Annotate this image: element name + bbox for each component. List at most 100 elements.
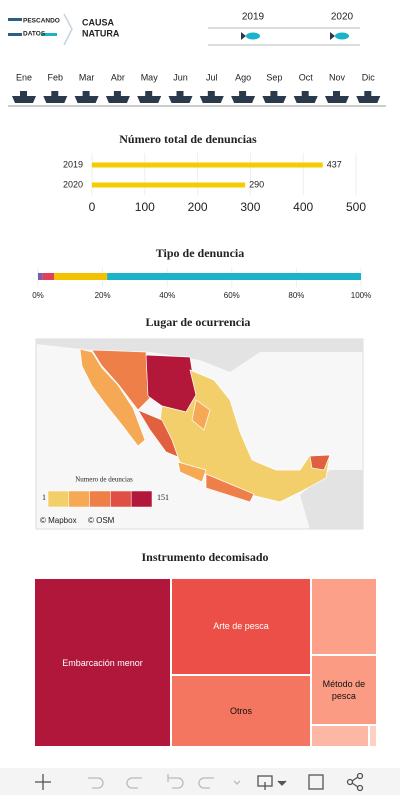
- x-tick-label: 300: [240, 200, 260, 214]
- fish-icon: [246, 32, 260, 40]
- legend-swatch: [89, 490, 111, 508]
- boat-icon: [262, 96, 287, 103]
- boat-cabin: [301, 91, 309, 96]
- forward-button[interactable]: [198, 777, 214, 789]
- cell-label: Embarcación menor: [62, 657, 143, 668]
- cell-label: Método de pesca: [322, 679, 366, 702]
- chart-title: Lugar de ocurrencia: [146, 315, 251, 329]
- treemap-cell: Embarcación menor: [34, 578, 172, 747]
- month-option[interactable]: Ene: [16, 72, 32, 82]
- month-option[interactable]: Mar: [79, 72, 95, 82]
- boat-cabin: [207, 91, 215, 96]
- chart-title: Instrumento decomisado: [141, 550, 268, 564]
- bar: [92, 162, 323, 168]
- value-label: 290: [249, 179, 264, 189]
- logo-right: CAUSA NATURA: [82, 17, 120, 38]
- treemap-cell: Arte de pesca: [171, 578, 311, 675]
- boat-icon: [231, 96, 256, 103]
- download-menu[interactable]: [277, 780, 287, 786]
- boat-cabin: [364, 91, 372, 96]
- treemap-cell: Método de pesca: [310, 655, 377, 726]
- boat-icon: [356, 96, 381, 103]
- x-tick-label: 100%: [351, 291, 371, 300]
- x-tick-label: 0%: [32, 291, 44, 300]
- treemap-cell: Otros: [171, 674, 311, 747]
- value-label: 437: [327, 159, 342, 169]
- logo-text: NATURA: [82, 28, 120, 38]
- bar-segment: [42, 273, 55, 280]
- logo-text: CAUSA: [82, 17, 115, 27]
- logo-text: PESCANDO: [23, 18, 60, 25]
- cell-label: Otros: [229, 705, 252, 716]
- legend-title: Numero de deuncias: [75, 476, 133, 484]
- fish-icon: [335, 32, 349, 40]
- undo-button[interactable]: [88, 777, 104, 789]
- x-tick-label: 100: [135, 200, 155, 214]
- month-option[interactable]: Jun: [173, 72, 188, 82]
- month-option[interactable]: May: [141, 72, 159, 82]
- boat-cabin: [82, 91, 90, 96]
- x-tick-label: 20%: [95, 291, 111, 300]
- pan-button[interactable]: [35, 774, 51, 790]
- boat-cabin: [333, 91, 340, 96]
- boat-icon: [105, 96, 130, 103]
- legend-min: 1: [42, 493, 46, 502]
- y-tick-label: 2020: [63, 179, 83, 189]
- map: Numero de deuncias 1 151 © Mapbox © OSM: [35, 338, 364, 530]
- y-tick-label: 2019: [63, 159, 83, 169]
- bar-segment: [38, 273, 43, 280]
- revert-button[interactable]: [167, 774, 184, 789]
- year-option[interactable]: 2019: [242, 12, 265, 23]
- boat-icon: [12, 96, 36, 103]
- boat-icon: [168, 96, 193, 103]
- chart-title: Tipo de denuncia: [156, 246, 244, 260]
- month-option[interactable]: Ago: [235, 72, 251, 82]
- download-button[interactable]: [257, 775, 273, 790]
- legend-swatch: [68, 490, 90, 508]
- fish-tail: [241, 32, 246, 40]
- boat-cabin: [113, 91, 121, 96]
- treemap-cell: [310, 578, 377, 656]
- bar-segment: [107, 273, 361, 280]
- toolbar: [0, 768, 400, 795]
- boat-icon: [74, 96, 99, 103]
- x-tick-label: 40%: [159, 291, 175, 300]
- logo-left: PESCANDO DATOS: [8, 18, 60, 38]
- forward-menu[interactable]: [233, 780, 241, 785]
- redo-button[interactable]: [126, 777, 142, 789]
- attribution[interactable]: © OSM: [88, 516, 115, 525]
- x-tick-label: 60%: [224, 291, 240, 300]
- boat-icon: [325, 96, 349, 103]
- month-option[interactable]: Feb: [48, 72, 64, 82]
- month-option[interactable]: Abr: [111, 72, 125, 82]
- attribution[interactable]: © Mapbox: [40, 516, 77, 525]
- bar-segment: [54, 273, 108, 280]
- bar: [92, 182, 246, 188]
- year-option[interactable]: 2020: [331, 12, 354, 23]
- chart-title: Número total de denuncias: [119, 132, 257, 146]
- treemap-cell: [369, 725, 377, 747]
- month-option[interactable]: Nov: [329, 72, 346, 82]
- treemap-cell: [310, 725, 370, 747]
- boat-icon: [199, 96, 224, 103]
- legend-max: 151: [157, 493, 169, 502]
- month-option[interactable]: Oct: [299, 72, 314, 82]
- x-tick-label: 200: [188, 200, 208, 214]
- x-tick-label: 0: [89, 200, 96, 214]
- legend-swatch: [110, 490, 132, 508]
- month-option[interactable]: Dic: [362, 72, 375, 82]
- fullscreen-button[interactable]: [308, 774, 324, 790]
- x-tick-label: 80%: [288, 291, 304, 300]
- fish-tail: [330, 32, 335, 40]
- boat-icon: [137, 96, 162, 103]
- share-button[interactable]: [346, 772, 364, 792]
- boat-cabin: [20, 91, 27, 96]
- boat-cabin: [239, 91, 247, 96]
- month-option[interactable]: Sep: [266, 72, 282, 82]
- boat-icon: [293, 96, 318, 103]
- boat-cabin: [51, 91, 59, 96]
- boat-cabin: [176, 91, 184, 96]
- month-option[interactable]: Jul: [206, 72, 218, 82]
